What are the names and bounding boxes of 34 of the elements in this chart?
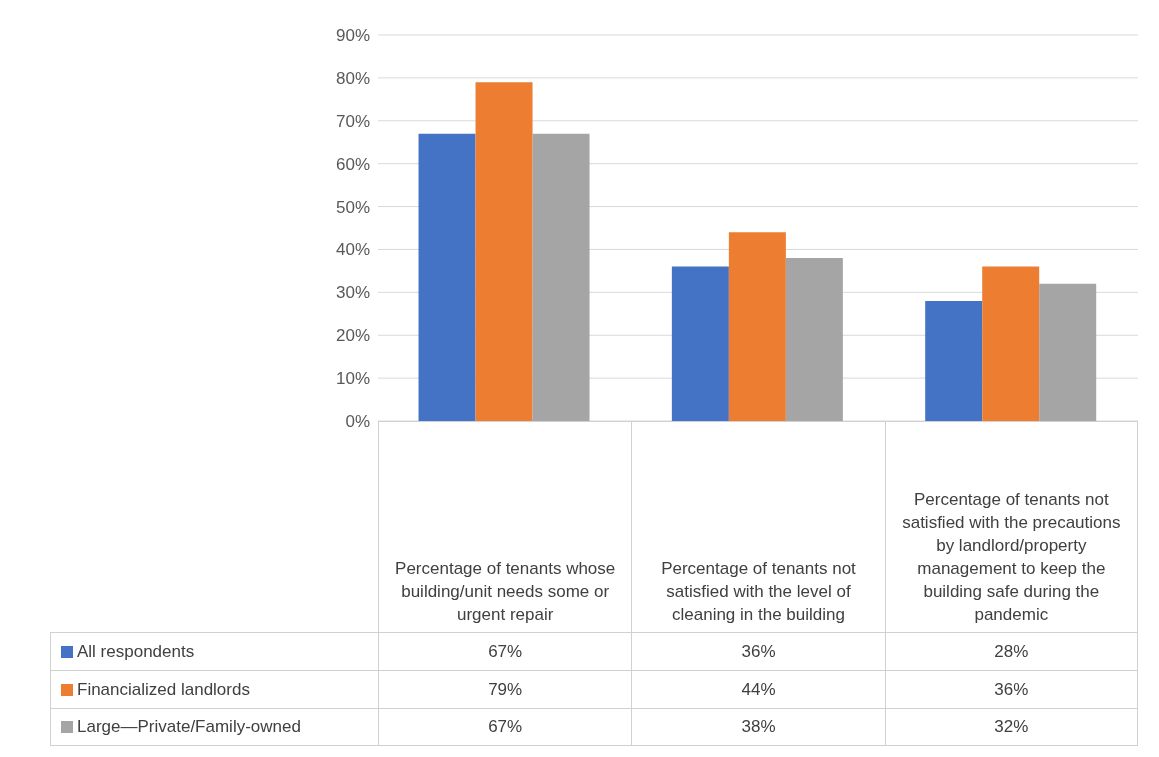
data-label: 28%: [884, 632, 1138, 670]
bar: [925, 300, 983, 421]
y-tick-label: 20%: [335, 326, 370, 346]
y-tick-label: 90%: [335, 26, 370, 46]
x-tick-label: Percentage of tenants whose building/unit needs some or urgent repair: [378, 421, 632, 632]
y-tick-label: 70%: [335, 111, 370, 131]
bar: [475, 82, 533, 421]
y-tick-label: 30%: [335, 283, 370, 303]
data-label: 32%: [884, 708, 1138, 746]
y-tick-label: 40%: [335, 240, 370, 260]
data-label: 67%: [378, 632, 632, 670]
y-tick-label: 10%: [335, 369, 370, 389]
data-label: 36%: [884, 670, 1138, 708]
y-tick-label: 80%: [335, 68, 370, 88]
bar: [785, 258, 843, 421]
y-tick-label: 60%: [335, 154, 370, 174]
bar: [982, 266, 1040, 421]
bar: [1039, 283, 1097, 421]
bar: [418, 133, 476, 421]
x-tick-label: Percentage of tenants not satisfied with the precautions by landlord/property management to keep the building safe during the pandemic: [884, 421, 1138, 632]
data-label: 44%: [631, 670, 885, 708]
bar: [671, 266, 729, 421]
bar: [728, 232, 786, 421]
data-label: 38%: [631, 708, 885, 746]
legend-label: All respondents: [77, 641, 195, 662]
data-label: 36%: [631, 632, 885, 670]
data-label: 79%: [378, 670, 632, 708]
bar: [532, 133, 590, 421]
legend-label: Large—Private/Family-owned: [77, 717, 301, 737]
y-tick-label: 50%: [335, 197, 370, 217]
y-tick-label: 0%: [345, 412, 370, 432]
data-label: 67%: [378, 708, 632, 746]
x-tick-label: Percentage of tenants not satisfied with the level of cleaning in the building: [631, 421, 885, 632]
legend-label: Financialized landlords: [77, 679, 250, 700]
